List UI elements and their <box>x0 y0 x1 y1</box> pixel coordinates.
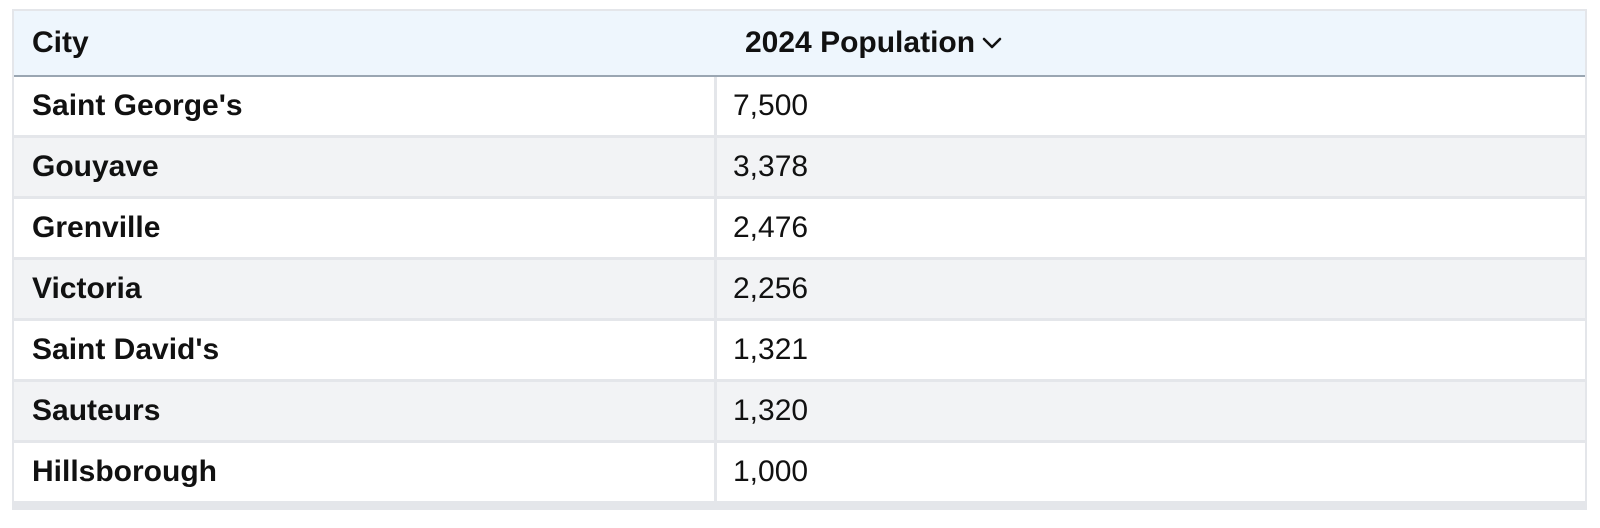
table-row: Sauteurs 1,320 <box>14 382 1585 443</box>
column-header-city-label: City <box>32 26 89 59</box>
population-cell: 2,256 <box>717 260 1585 318</box>
table-row: Hillsborough 1,000 <box>14 443 1585 504</box>
population-cell: 7,500 <box>717 77 1585 135</box>
population-cell: 1,000 <box>717 443 1585 501</box>
column-header-city[interactable]: City <box>32 11 89 75</box>
table-row: Grenville 2,476 <box>14 199 1585 260</box>
population-cell: 1,321 <box>717 321 1585 379</box>
population-cell: 2,476 <box>717 199 1585 257</box>
population-cell: 1,320 <box>717 382 1585 440</box>
city-cell: Saint David's <box>14 321 714 379</box>
column-header-population[interactable]: 2024 Population <box>745 11 1005 75</box>
chevron-down-icon[interactable] <box>979 30 1005 56</box>
population-cell: 3,378 <box>717 138 1585 196</box>
city-cell: Sauteurs <box>14 382 714 440</box>
table-row: Victoria 2,256 <box>14 260 1585 321</box>
population-table: City 2024 Population Saint George's 7,50… <box>12 9 1587 510</box>
table-header-row: City 2024 Population <box>14 11 1585 77</box>
city-cell: Saint George's <box>14 77 714 135</box>
city-cell: Gouyave <box>14 138 714 196</box>
table-row: Saint David's 1,321 <box>14 321 1585 382</box>
city-cell: Hillsborough <box>14 443 714 501</box>
city-cell: Victoria <box>14 260 714 318</box>
column-header-population-label: 2024 Population <box>745 26 976 59</box>
city-cell: Grenville <box>14 199 714 257</box>
table-row: Gouyave 3,378 <box>14 138 1585 199</box>
table-body: Saint George's 7,500 Gouyave 3,378 Grenv… <box>14 77 1585 504</box>
table-row: Saint George's 7,500 <box>14 77 1585 138</box>
